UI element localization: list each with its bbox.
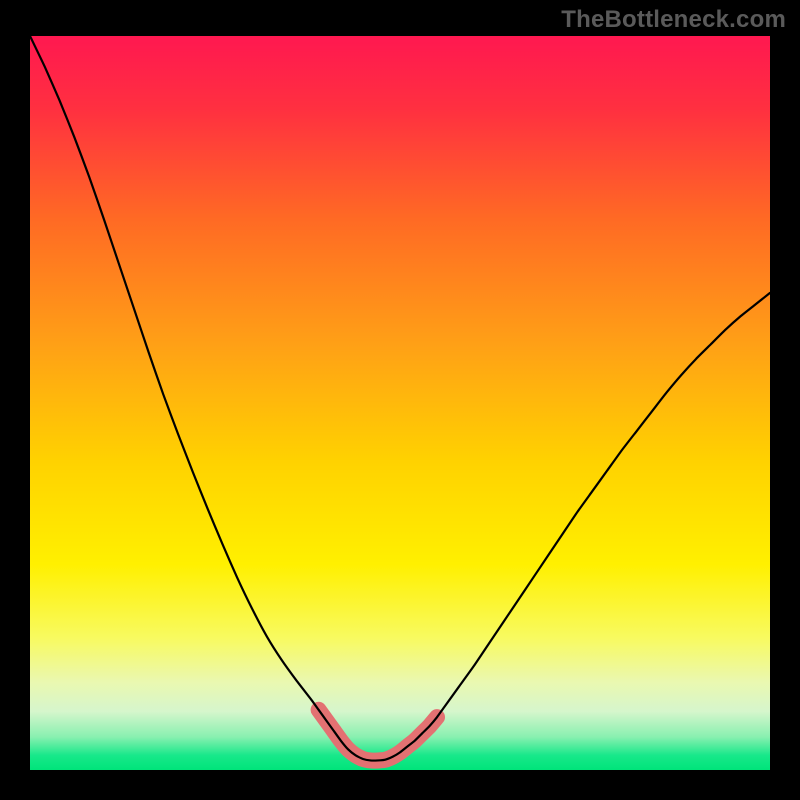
bottleneck-chart xyxy=(0,0,800,800)
chart-stage: TheBottleneck.com xyxy=(0,0,800,800)
